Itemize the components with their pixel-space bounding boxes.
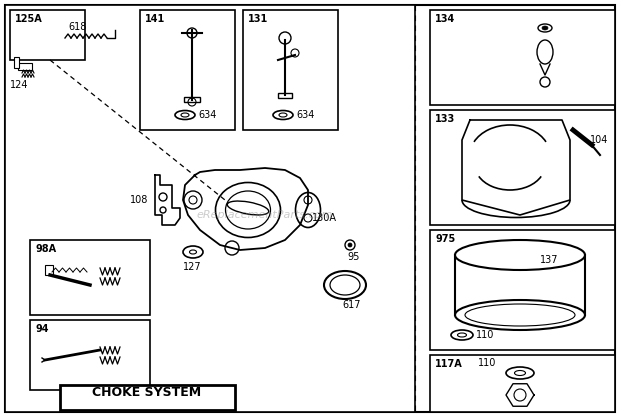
Bar (430, 10, 615, 105)
Text: 104: 104 (590, 135, 608, 145)
Text: 108: 108 (130, 195, 148, 205)
Bar (430, 230, 615, 350)
Text: 130A: 130A (312, 213, 337, 223)
Bar (5, 5, 415, 412)
Text: 634: 634 (296, 110, 314, 120)
Text: 110: 110 (478, 358, 497, 368)
Ellipse shape (542, 26, 548, 30)
Text: 131: 131 (248, 14, 268, 24)
Bar (278, 93, 292, 98)
Text: 137: 137 (540, 255, 559, 265)
Text: 124: 124 (10, 80, 29, 90)
Text: 94: 94 (36, 324, 50, 334)
Bar (243, 10, 338, 130)
Text: 127: 127 (183, 262, 202, 272)
Text: 617: 617 (342, 300, 360, 310)
Text: 141: 141 (145, 14, 166, 24)
Bar (10, 10, 85, 60)
Bar (45, 265, 53, 275)
Bar (18, 63, 32, 70)
Text: 98A: 98A (36, 244, 57, 254)
Bar (60, 385, 235, 410)
Text: 618: 618 (68, 22, 86, 32)
Bar (30, 240, 150, 315)
Bar (14, 57, 19, 68)
Text: 975: 975 (435, 234, 455, 244)
Text: 125A: 125A (15, 14, 43, 24)
Bar (140, 10, 235, 130)
Text: eReplacementParts.com: eReplacementParts.com (197, 210, 333, 220)
Text: CHOKE SYSTEM: CHOKE SYSTEM (92, 387, 202, 399)
Bar (430, 355, 615, 412)
Bar (430, 110, 615, 225)
Text: 117A: 117A (435, 359, 463, 369)
Text: 634: 634 (198, 110, 216, 120)
Bar (30, 320, 150, 390)
Circle shape (348, 243, 352, 247)
Text: 110: 110 (476, 330, 494, 340)
Text: 133: 133 (435, 114, 455, 124)
Bar (184, 97, 200, 102)
Text: 95: 95 (347, 252, 360, 262)
Text: 134: 134 (435, 14, 455, 24)
